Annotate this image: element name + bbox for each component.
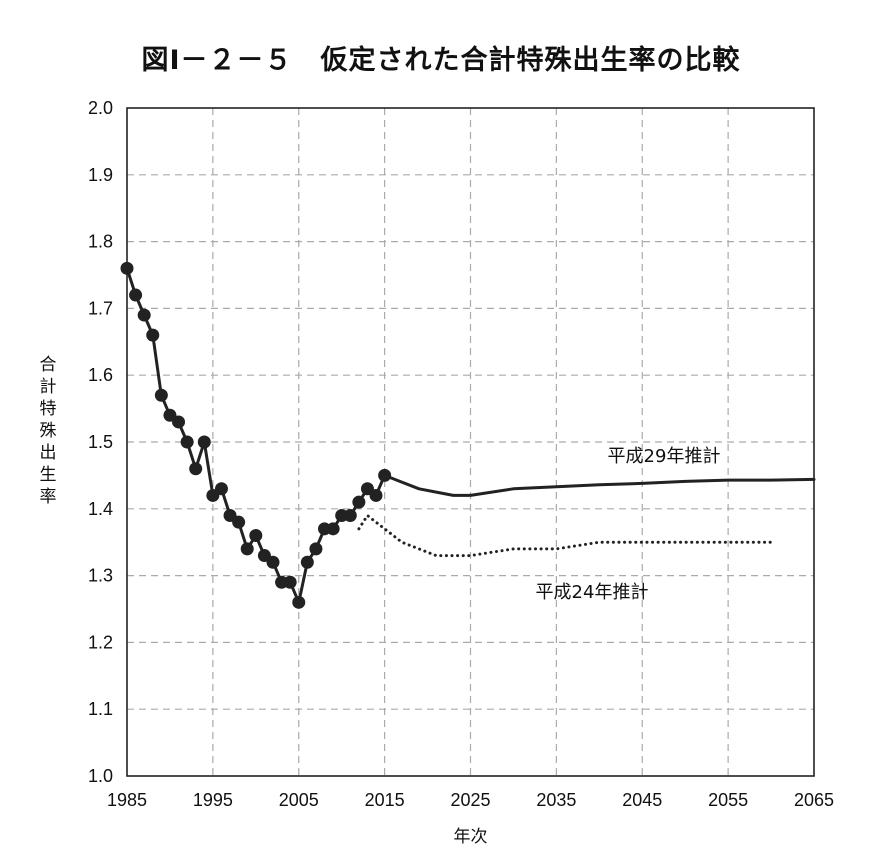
y-axis-title-char: 計 xyxy=(40,377,57,397)
y-tick-label: 1.6 xyxy=(88,365,113,385)
data-point-marker xyxy=(180,435,194,449)
data-point-marker xyxy=(137,308,151,322)
y-tick-label: 1.2 xyxy=(88,632,113,652)
grid xyxy=(127,108,814,776)
y-tick-label: 1.7 xyxy=(88,298,113,318)
y-axis-title-char: 特 xyxy=(40,399,57,419)
y-axis-ticks: 1.0 1.1 1.2 1.3 1.4 1.5 1.6 1.7 1.8 1.9 2.0 xyxy=(88,98,113,786)
series-layer xyxy=(120,261,816,609)
data-point-marker xyxy=(214,482,228,496)
data-point-marker xyxy=(172,415,186,429)
series-line-h24 xyxy=(357,514,773,558)
y-axis-title-char: 率 xyxy=(40,487,57,507)
data-point-marker xyxy=(240,542,254,556)
data-point-marker xyxy=(292,595,306,609)
data-point-marker xyxy=(352,495,366,509)
data-point-marker xyxy=(129,288,143,302)
y-tick-label: 2.0 xyxy=(88,98,113,118)
series-annotation-label: 平成24年推計 xyxy=(536,582,649,603)
data-point-marker xyxy=(249,529,263,543)
data-point-marker xyxy=(146,328,160,342)
data-point-marker xyxy=(120,261,134,275)
y-tick-label: 1.0 xyxy=(88,766,113,786)
y-tick-label: 1.5 xyxy=(88,432,113,452)
data-point-marker xyxy=(300,555,314,569)
series-line-actual xyxy=(125,266,387,604)
data-point-marker xyxy=(189,462,203,476)
x-tick-label: 1995 xyxy=(193,790,233,810)
y-axis-title-char: 合 xyxy=(40,355,57,375)
y-axis-title-char: 生 xyxy=(40,465,57,485)
y-axis-title: 合計特殊出生率 xyxy=(40,355,57,507)
series-line-h29 xyxy=(383,473,816,497)
data-point-marker xyxy=(326,522,340,536)
data-point-marker xyxy=(369,488,383,502)
x-tick-label: 2065 xyxy=(794,790,834,810)
data-point-marker xyxy=(154,388,168,402)
y-tick-label: 1.4 xyxy=(88,499,113,519)
x-tick-label: 2055 xyxy=(708,790,748,810)
x-tick-label: 2035 xyxy=(536,790,576,810)
x-tick-label: 2015 xyxy=(365,790,405,810)
x-tick-label: 2045 xyxy=(622,790,662,810)
y-tick-label: 1.3 xyxy=(88,566,113,586)
data-point-marker xyxy=(197,435,211,449)
y-tick-label: 1.8 xyxy=(88,232,113,252)
data-point-marker xyxy=(343,508,357,522)
series-annotation-label: 平成29年推計 xyxy=(608,446,721,467)
x-tick-label: 1985 xyxy=(107,790,147,810)
x-tick-label: 2025 xyxy=(450,790,490,810)
y-axis-title-char: 出 xyxy=(40,443,57,463)
y-axis-title-char: 殊 xyxy=(40,421,57,441)
y-tick-label: 1.1 xyxy=(88,699,113,719)
chart-title: 図Ⅰ－２－５ 仮定された合計特殊出生率の比較 xyxy=(141,45,741,76)
data-point-marker xyxy=(309,542,323,556)
data-point-marker xyxy=(232,515,246,529)
x-axis-title: 年次 xyxy=(454,827,488,847)
data-point-marker xyxy=(266,555,280,569)
x-tick-label: 2005 xyxy=(279,790,319,810)
x-axis-ticks: 1985 1995 2005 2015 2025 2035 2045 2055 2065 xyxy=(107,790,834,810)
plot-frame xyxy=(126,107,815,777)
y-tick-label: 1.9 xyxy=(88,165,113,185)
data-point-marker xyxy=(283,575,297,589)
